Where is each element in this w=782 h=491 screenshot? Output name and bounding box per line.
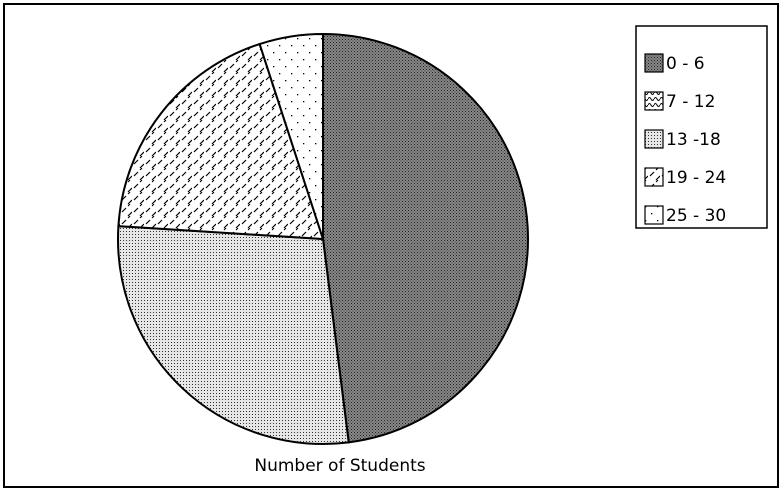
pie-slice (322, 32, 530, 444)
legend-swatch (644, 129, 664, 149)
legend-label: 0 - 6 (666, 54, 705, 74)
legend-label: 7 - 12 (666, 92, 715, 112)
legend-swatch (644, 205, 664, 225)
legend-swatch (644, 91, 664, 111)
chart-title: Number of Students (254, 456, 425, 476)
legend-swatch (644, 167, 664, 187)
pie (117, 32, 530, 445)
legend-label: 25 - 30 (666, 206, 726, 226)
pie-slice (117, 42, 325, 241)
pie-slice (258, 32, 324, 240)
legend-entries: 0 - 6 7 - 12 13 -18 19 - 24 25 - 30 (644, 53, 726, 226)
legend-swatch (644, 53, 664, 73)
legend-label: 19 - 24 (666, 168, 726, 188)
pie-slice (117, 225, 350, 445)
legend-label: 13 -18 (666, 130, 721, 150)
